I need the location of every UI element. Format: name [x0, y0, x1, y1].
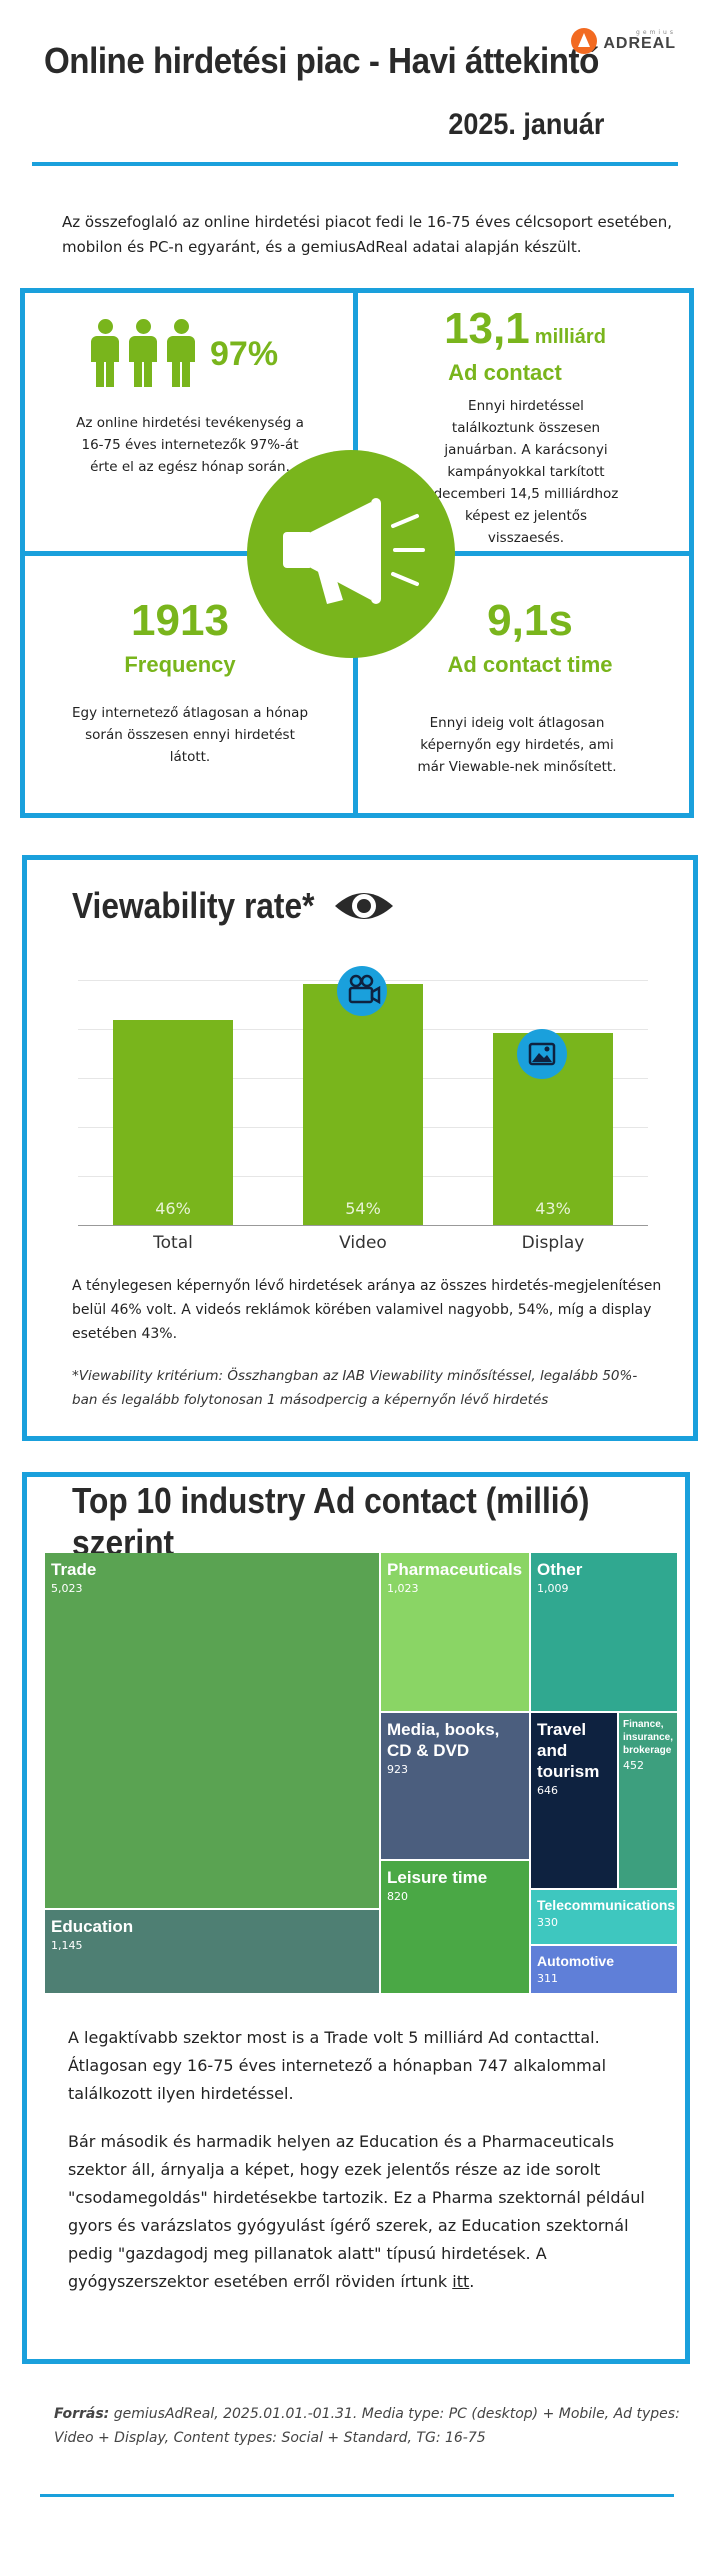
logo-icon [571, 28, 598, 54]
viewability-note: *Viewability kritérium: Összhangban az I… [72, 1368, 638, 1408]
treemap-cell-media: Media, books, CD & DVD 923 [381, 1713, 529, 1859]
logo-small-text: gemius [636, 29, 676, 36]
itt-link[interactable]: itt [452, 2272, 470, 2291]
adreal-logo: gemius ADREAL [571, 28, 676, 54]
viewability-heading: Viewability rate* [72, 885, 395, 927]
time-label: Ad contact time [447, 652, 613, 677]
bar-video [303, 984, 423, 1225]
source-label: Forrás: [54, 2406, 110, 2422]
contacts-value-row: 13,1 milliárd [360, 304, 690, 354]
megaphone-icon [283, 498, 425, 604]
viewability-chart: 46% Total 54% Video 43% Display [78, 980, 648, 1253]
contacts-value: 13,1 [444, 304, 530, 353]
bar-value-label: 43% [535, 1199, 571, 1218]
industry-treemap: Trade 5,023 Education 1,145 Pharmaceutical… [45, 1553, 677, 1993]
frequency-value: 1913 [131, 596, 229, 645]
viewability-box [22, 855, 698, 1441]
report-date: 2025. január [447, 108, 604, 141]
treemap-cell-leisure: Leisure time 820 [381, 1861, 529, 1993]
image-icon [528, 1042, 556, 1066]
treemap-cell-telecom: Telecommunications 330 [531, 1890, 677, 1944]
megaphone-badge [247, 450, 455, 658]
x-axis [78, 1225, 648, 1226]
logo-big-text: ADREAL [603, 35, 676, 52]
category-label: Total [153, 1233, 193, 1253]
time-value: 9,1s [487, 596, 573, 645]
footer-divider [40, 2494, 674, 2497]
reach-icons: 97% [88, 318, 348, 390]
person-icon [164, 319, 198, 389]
category-label: Video [339, 1233, 387, 1253]
industry-box [22, 1472, 690, 2364]
reach-text: Az online hirdetési tevékenység a 16-75 … [76, 415, 304, 475]
contacts-text: Ennyi hirdetéssel találkoztunk összesen … [433, 398, 619, 546]
contacts-unit: milliárd [534, 326, 606, 348]
treemap-cell-trade: Trade 5,023 [45, 1553, 379, 1908]
person-icon [88, 319, 122, 389]
treemap-cell-education: Education 1,145 [45, 1910, 379, 1993]
viewability-title: Viewability rate* [72, 885, 315, 926]
intro-text: Az összefoglaló az online hirdetési piac… [62, 213, 672, 256]
display-bubble [517, 1029, 567, 1079]
industry-text-2: Bár második és harmadik helyen az Educat… [68, 2132, 645, 2291]
treemap-cell-pharmaceuticals: Pharmaceuticals 1,023 [381, 1553, 529, 1711]
industry-title: Top 10 industry Ad contact (millió) szer… [72, 1480, 590, 1563]
category-label: Display [521, 1233, 585, 1253]
video-bubble [337, 966, 387, 1016]
frequency-label: Frequency [124, 652, 236, 677]
treemap-cell-automotive: Automotive 311 [531, 1946, 677, 1993]
bar-value-label: 46% [155, 1199, 191, 1218]
industry-text-1: A legaktívabb szektor most is a Trade vo… [68, 2028, 607, 2103]
time-text: Ennyi ideig volt átlagosan képernyőn egy… [417, 715, 617, 775]
bar-total [113, 1020, 233, 1225]
contacts-label: Ad contact [448, 360, 562, 385]
person-icon [126, 319, 160, 389]
header-divider [32, 162, 678, 166]
eye-icon [335, 893, 394, 919]
treemap-cell-other: Other 1,009 [531, 1553, 677, 1711]
page-title: Online hirdetési piac - Havi áttekintő [44, 40, 599, 81]
frequency-text: Egy internetező átlagosan a hónap során … [71, 705, 309, 765]
source-note: Forrás: gemiusAdReal, 2025.01.01.-01.31.… [54, 2406, 680, 2446]
treemap-cell-travel: Travel and tourism 646 [531, 1713, 617, 1888]
treemap-cell-finance: Finance, insurance, brokerage 452 [619, 1713, 677, 1888]
reach-value: 97% [210, 334, 279, 373]
video-camera-icon [348, 974, 381, 1005]
viewability-text: A ténylegesen képernyőn lévő hirdetések … [72, 1278, 662, 1342]
bar-value-label: 54% [345, 1199, 381, 1218]
